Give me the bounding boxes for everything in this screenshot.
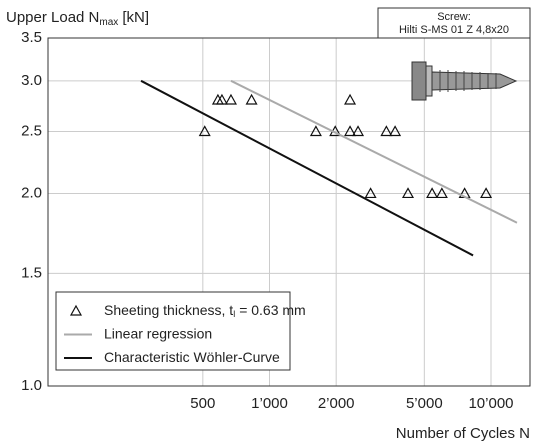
title-main: Upper Load N bbox=[6, 9, 99, 26]
y-tick-label: 3.5 bbox=[21, 29, 42, 46]
legend-name: Sheeting thickness, t bbox=[104, 302, 233, 318]
y-tick-label: 3.0 bbox=[21, 72, 42, 89]
data-point bbox=[224, 93, 237, 105]
x-axis-title: Number of Cycles N bbox=[396, 425, 530, 442]
line bbox=[140, 79, 474, 257]
title-sub: max bbox=[99, 17, 118, 28]
title-unit: [kN] bbox=[122, 9, 149, 26]
legend-box bbox=[55, 291, 291, 371]
x-tick-label: 500 bbox=[190, 395, 215, 412]
y-tick-label: 1.0 bbox=[21, 377, 42, 394]
annotation-line: Screw: bbox=[437, 11, 471, 23]
x-tick-label: 10’000 bbox=[468, 395, 513, 412]
data-point bbox=[352, 125, 365, 137]
plot-frame bbox=[47, 37, 531, 387]
y-axis-title: Upper Load Nmax [kN] bbox=[6, 9, 149, 28]
data-point bbox=[198, 125, 211, 137]
marks bbox=[140, 79, 518, 257]
x-tick-label: 1’000 bbox=[251, 395, 288, 412]
data-point bbox=[215, 93, 228, 105]
legend-label: Sheeting thickness, tl = 0.63 mm bbox=[104, 302, 306, 320]
data-point bbox=[245, 93, 258, 105]
legend-label: Linear regression bbox=[104, 325, 212, 341]
data-point bbox=[435, 187, 448, 199]
data-point bbox=[344, 125, 357, 137]
y-tick-label: 2.0 bbox=[21, 184, 42, 201]
data-point bbox=[480, 187, 493, 199]
y-tick-label: 1.5 bbox=[21, 264, 42, 281]
y-tick-label: 2.5 bbox=[21, 122, 42, 139]
legend-name: Linear regression bbox=[104, 325, 212, 341]
data-point bbox=[389, 125, 402, 137]
screw-icon bbox=[411, 61, 518, 101]
data-point bbox=[344, 93, 357, 105]
x-tick-label: 5’000 bbox=[406, 395, 443, 412]
line bbox=[230, 79, 518, 224]
data-point bbox=[401, 187, 415, 199]
annotation-line: Hilti S-MS 01 Z 4,8x20 bbox=[399, 24, 509, 36]
grid bbox=[48, 37, 530, 387]
legend-suffix: = 0.63 mm bbox=[239, 302, 306, 318]
legend-name: Characteristic Wöhler-Curve bbox=[104, 349, 280, 365]
legend-marker bbox=[69, 304, 83, 316]
annotation-box bbox=[377, 7, 531, 39]
legend-sub: l bbox=[233, 309, 235, 319]
data-point bbox=[364, 187, 377, 199]
legend-label: Characteristic Wöhler-Curve bbox=[104, 349, 280, 365]
data-point bbox=[426, 187, 439, 199]
data-point bbox=[309, 125, 322, 137]
x-tick-label: 2’000 bbox=[318, 395, 355, 412]
data-point bbox=[380, 125, 393, 137]
